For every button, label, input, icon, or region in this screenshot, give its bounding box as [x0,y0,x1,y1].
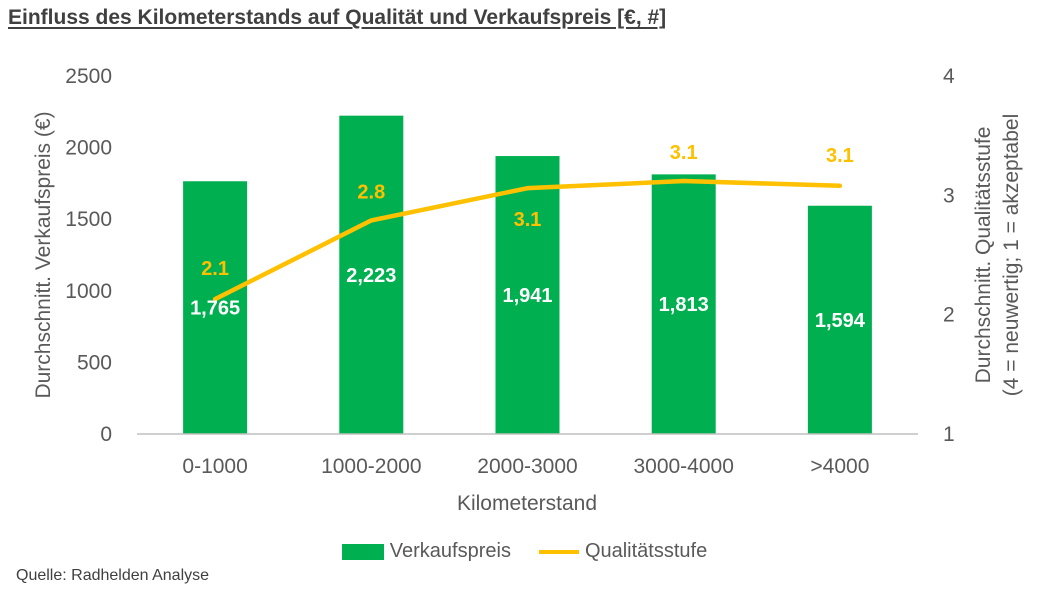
line-value-label: 3.1 [514,209,542,231]
combo-chart: 0 500 1000 1500 2000 2500 1 2 3 4 1,765 2,223 1,94… [32,65,1023,515]
y2-axis-title-line2: (4 = neuwertig; 1 = akzeptabel [1000,114,1023,397]
y2-tick-label: 4 [943,65,955,88]
line-series [212,178,843,302]
bar [651,174,716,434]
quality-line [212,178,843,302]
x-tick-label: 2000-3000 [477,455,577,478]
x-tick-label: 1000-2000 [321,455,421,478]
x-tick-label: 0-1000 [182,455,247,478]
bar [183,181,248,434]
bar-value-label: 1,813 [659,294,709,316]
x-axis-ticks: 0-1000 1000-2000 2000-3000 3000-4000 >4000 [182,455,869,478]
left-axis-ticks: 0 500 1000 1500 2000 2500 [65,65,112,446]
y-tick-label: 500 [77,351,112,374]
legend-item-line: Qualitätsstufe [538,540,708,563]
line-value-label: 3.1 [670,142,698,164]
y2-tick-label: 3 [943,184,955,207]
bar-value-label: 1,941 [502,285,552,307]
y2-tick-label: 1 [943,423,955,446]
x-tick-label: >4000 [810,455,869,478]
legend-item-bar: Verkaufspreis [341,540,511,563]
y-tick-label: 2000 [65,137,112,160]
x-axis-title: Kilometerstand [457,492,597,515]
bar-value-label: 1,594 [815,310,866,332]
bar [339,115,404,435]
bar-value-label: 2,223 [346,265,396,287]
y-tick-label: 1500 [65,208,112,231]
legend-line-label: Qualitätsstufe [584,540,708,562]
y2-tick-label: 2 [943,304,955,327]
legend-line-swatch [538,549,579,554]
line-value-label: 2.1 [201,258,229,280]
y-axis-title: Durchschnitt. Verkaufspreis (€) [32,111,55,398]
legend-bar-label: Verkaufspreis [389,540,511,562]
x-tick-label: 3000-4000 [633,455,733,478]
chart-legend: Verkaufspreis Qualitätsstufe [0,540,1049,563]
chart-title: Einfluss des Kilometerstands auf Qualitä… [8,6,667,29]
source-note: Quelle: Radhelden Analyse [16,567,210,584]
bar-value-label: 1,765 [190,298,240,320]
y2-axis-title-line1: Durchschnitt. Qualitätsstufe [972,127,995,384]
bar [495,156,560,434]
bar-series [183,115,872,435]
line-data-labels: 2.1 2.8 3.1 3.1 3.1 [201,142,854,280]
y-tick-label: 2500 [65,65,112,88]
y-tick-label: 1000 [65,280,112,303]
legend-bar-swatch [341,543,384,560]
line-value-label: 3.1 [826,145,854,167]
y-tick-label: 0 [100,423,112,446]
right-axis-ticks: 1 2 3 4 [943,65,955,446]
bar [807,205,872,434]
bar-data-labels: 1,765 2,223 1,941 1,813 1,594 [190,265,866,332]
line-value-label: 2.8 [357,181,385,203]
